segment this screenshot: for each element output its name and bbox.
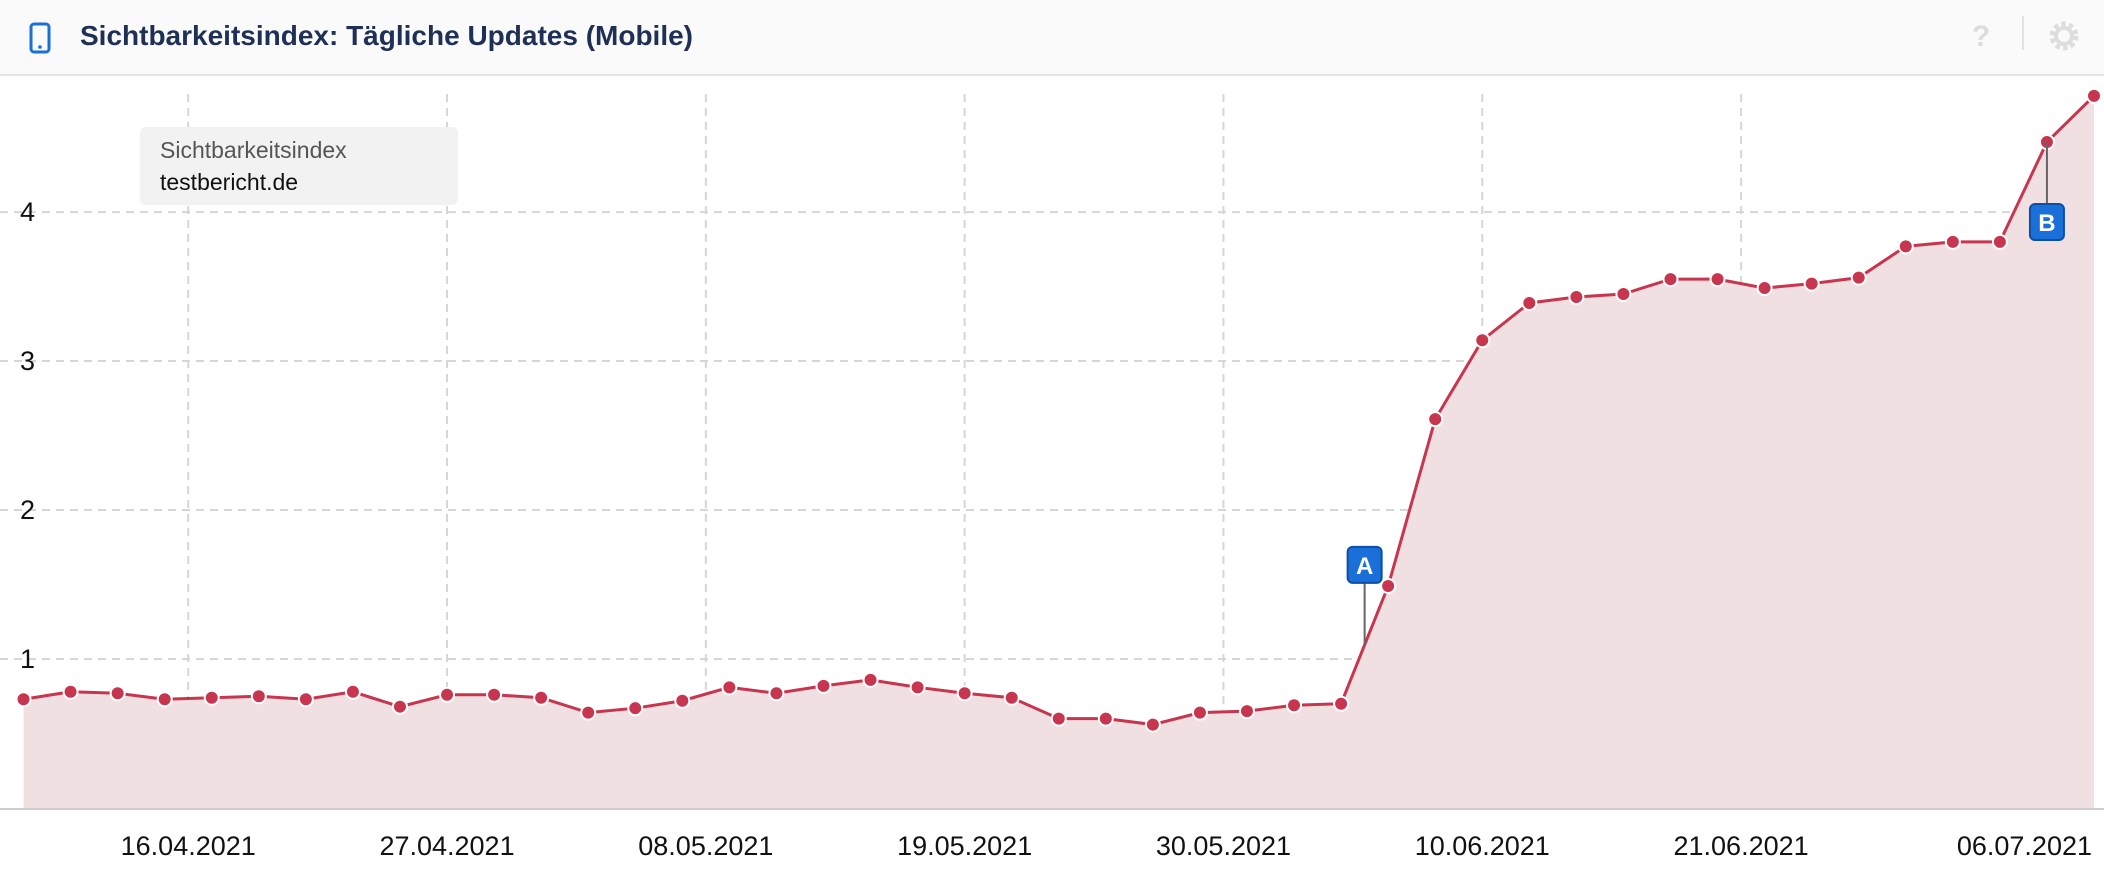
point xyxy=(109,685,126,702)
point xyxy=(250,688,267,705)
point xyxy=(156,691,173,708)
point xyxy=(486,686,503,703)
point xyxy=(1568,289,1585,305)
point xyxy=(1944,233,1961,250)
header: Sichtbarkeitsindex: Tägliche Updates (Mo… xyxy=(0,0,2104,76)
point xyxy=(439,686,456,703)
x-tick-label: 30.05.2021 xyxy=(1156,831,1291,861)
point xyxy=(62,683,79,700)
point xyxy=(203,689,220,706)
point xyxy=(1333,695,1350,712)
point xyxy=(297,691,314,708)
svg-text:?: ? xyxy=(1972,20,1990,53)
point xyxy=(1709,271,1726,288)
legend-entry: testbericht.de xyxy=(160,169,298,195)
point xyxy=(580,704,597,721)
x-tick-label: 08.05.2021 xyxy=(638,831,773,861)
point xyxy=(956,685,973,702)
flag-label: A xyxy=(1356,553,1373,580)
point xyxy=(768,685,785,702)
point xyxy=(862,671,879,688)
point xyxy=(1144,716,1161,733)
point xyxy=(1803,275,1820,292)
legend-box xyxy=(140,127,458,205)
y-tick-label: 4 xyxy=(20,197,35,227)
point xyxy=(1286,697,1303,714)
help-icon[interactable]: ? xyxy=(1965,18,2005,58)
flag-label: B xyxy=(2038,210,2055,237)
mobile-icon xyxy=(29,22,51,54)
point xyxy=(1191,704,1208,721)
area xyxy=(23,95,2095,808)
point xyxy=(674,692,691,709)
point xyxy=(1050,710,1067,727)
x-tick-label: 06.07.2021 xyxy=(1957,831,2092,861)
point xyxy=(1850,269,1867,286)
legend-title: Sichtbarkeitsindex xyxy=(160,137,347,163)
point xyxy=(815,677,832,694)
y-tick-label: 2 xyxy=(20,495,35,525)
point xyxy=(1991,233,2008,250)
point xyxy=(533,689,550,706)
point xyxy=(1238,703,1255,720)
flag xyxy=(1346,545,1383,584)
point xyxy=(1897,238,1914,255)
x-tick-label: 10.06.2021 xyxy=(1415,831,1550,861)
x-tick-label: 27.04.2021 xyxy=(379,831,514,861)
point xyxy=(1474,332,1491,349)
point xyxy=(344,683,361,700)
point xyxy=(1662,271,1679,288)
title: Sichtbarkeitsindex: Tägliche Updates (Mo… xyxy=(80,20,694,51)
point xyxy=(1615,286,1632,303)
flag xyxy=(2028,203,2065,242)
point xyxy=(1097,710,1114,727)
point xyxy=(1521,294,1538,311)
x-tick-label: 21.06.2021 xyxy=(1674,831,1809,861)
point xyxy=(1380,578,1397,595)
point xyxy=(391,698,408,715)
x-tick-label: 19.05.2021 xyxy=(897,831,1032,861)
point xyxy=(1756,280,1773,297)
point xyxy=(721,679,738,696)
y-tick-label: 1 xyxy=(20,644,35,674)
point xyxy=(15,691,32,708)
point xyxy=(1003,689,1020,706)
point xyxy=(909,679,926,696)
point xyxy=(627,700,644,717)
settings-icon[interactable] xyxy=(2046,18,2082,54)
y-tick-label: 3 xyxy=(20,346,35,376)
x-tick-label: 16.04.2021 xyxy=(121,831,256,861)
point xyxy=(2086,87,2102,104)
point xyxy=(1427,411,1444,428)
